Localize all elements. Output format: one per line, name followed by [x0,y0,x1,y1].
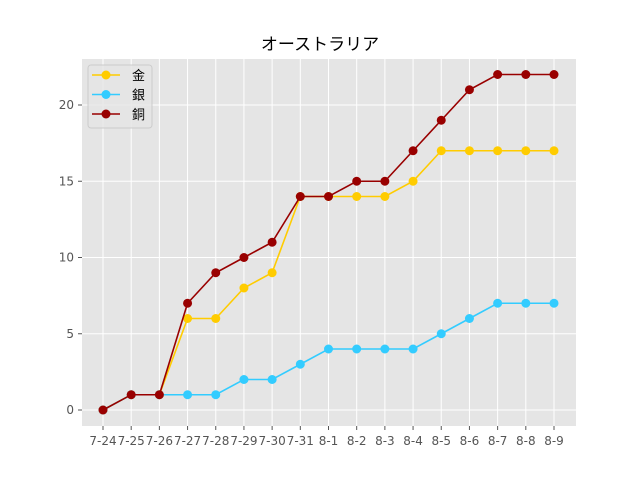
data-point [521,70,531,79]
data-point [211,314,221,323]
data-point [98,405,108,415]
data-point [549,298,559,308]
y-tick-label: 15 [59,174,74,188]
data-point [239,253,249,262]
data-point [436,329,446,339]
y-tick-label: 10 [59,251,74,265]
data-point [126,390,136,400]
data-point [239,375,249,384]
x-tick-label: 8-8 [516,434,536,448]
data-point [267,375,277,384]
data-point [464,146,474,156]
legend-label: 金 [132,68,145,84]
data-point [408,176,418,186]
data-point [408,344,418,354]
x-tick-label: 8-5 [431,434,451,448]
data-point [352,176,362,186]
data-point [211,268,221,278]
data-point [239,283,249,293]
x-tick-label: 8-3 [375,434,395,448]
data-point [464,314,474,323]
data-point [408,146,418,156]
data-point [493,146,503,156]
data-point [267,268,277,278]
x-tick-label: 7-29 [230,434,257,448]
data-point [295,359,305,369]
data-point [267,237,277,247]
x-tick-label: 7-24 [89,434,116,448]
data-point [380,192,390,201]
x-tick-label: 8-4 [403,434,423,448]
x-tick-label: 7-25 [118,434,145,448]
x-tick-label: 7-27 [174,434,201,448]
data-point [493,70,503,79]
x-tick-label: 7-30 [259,434,286,448]
data-point [352,344,362,354]
x-tick-label: 8-1 [319,434,339,448]
data-point [549,70,559,79]
data-point [183,390,193,400]
data-point [324,192,333,201]
data-point [521,298,531,308]
legend-label: 銀 [132,89,145,104]
x-tick-label: 8-6 [460,434,480,448]
x-tick-label: 8-2 [347,434,367,448]
data-point [549,146,559,156]
legend-marker [101,70,111,80]
y-tick-label: 0 [66,403,74,417]
data-point [211,390,221,400]
data-point [380,176,390,186]
x-tick-label: 8-7 [488,434,508,448]
legend-marker [101,109,111,119]
data-point [154,390,164,400]
y-tick-label: 5 [66,327,74,341]
x-tick-label: 7-28 [202,434,229,448]
data-point [324,344,333,354]
data-point [493,298,503,308]
x-tick-label: 7-26 [146,434,173,448]
data-point [183,298,193,308]
data-point [464,85,474,95]
y-tick-label: 20 [59,98,74,112]
chart-title: オーストラリア [260,35,380,55]
legend-marker [101,90,111,99]
data-point [380,344,390,354]
x-tick-label: 8-9 [544,434,564,448]
data-point [436,146,446,156]
data-point [352,192,362,201]
data-point [521,146,531,156]
data-point [183,314,193,323]
x-tick-label: 7-31 [287,434,314,448]
legend-label: 銅 [132,108,145,123]
data-point [436,115,446,125]
data-point [295,192,305,201]
